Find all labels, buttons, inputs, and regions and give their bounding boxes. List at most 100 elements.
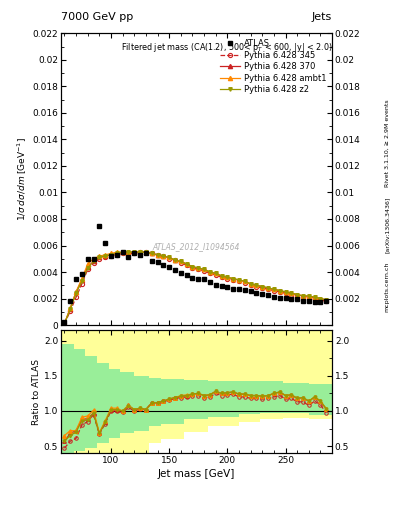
Pythia 6.428 ambt1 (143, 249, 148, 255)
Pythia 6.428 z2 (260, 284, 264, 290)
Pythia 6.428 ambt1 (103, 252, 108, 258)
Pythia 6.428 370 (108, 252, 113, 258)
ATLAS (272, 293, 276, 300)
Pythia 6.428 345 (248, 282, 253, 288)
Pythia 6.428 345 (114, 252, 119, 258)
Pythia 6.428 345 (208, 270, 212, 276)
ATLAS (307, 297, 311, 304)
Pythia 6.428 ambt1 (202, 266, 206, 272)
Pythia 6.428 370 (202, 266, 206, 272)
Pythia 6.428 ambt1 (283, 289, 288, 295)
Pythia 6.428 z2 (143, 249, 148, 255)
Pythia 6.428 z2 (277, 288, 282, 294)
Pythia 6.428 370 (184, 261, 189, 267)
Pythia 6.428 ambt1 (120, 249, 125, 255)
Pythia 6.428 z2 (178, 259, 183, 265)
Pythia 6.428 370 (196, 265, 200, 271)
Pythia 6.428 ambt1 (167, 254, 171, 261)
Pythia 6.428 ambt1 (132, 249, 137, 255)
Pythia 6.428 370 (167, 254, 171, 261)
ATLAS (208, 279, 212, 285)
Pythia 6.428 ambt1 (173, 257, 177, 263)
Pythia 6.428 345 (324, 298, 329, 304)
Pythia 6.428 345 (132, 250, 137, 257)
Pythia 6.428 ambt1 (68, 305, 73, 311)
ATLAS (324, 297, 329, 304)
ATLAS (91, 257, 96, 263)
Pythia 6.428 z2 (324, 297, 329, 303)
Pythia 6.428 z2 (155, 252, 160, 258)
Pythia 6.428 ambt1 (138, 249, 142, 255)
ATLAS (295, 296, 299, 302)
Pythia 6.428 370 (132, 249, 137, 255)
Text: Jets: Jets (312, 11, 332, 22)
Pythia 6.428 z2 (208, 269, 212, 275)
Pythia 6.428 ambt1 (97, 253, 102, 259)
Pythia 6.428 370 (295, 291, 299, 297)
ATLAS (277, 295, 282, 301)
ATLAS (231, 286, 235, 292)
Pythia 6.428 370 (190, 264, 195, 270)
Pythia 6.428 345 (108, 253, 113, 259)
Pythia 6.428 ambt1 (277, 288, 282, 294)
ATLAS (79, 271, 84, 277)
Pythia 6.428 345 (178, 260, 183, 266)
Pythia 6.428 z2 (295, 291, 299, 297)
Pythia 6.428 345 (242, 280, 247, 286)
Pythia 6.428 345 (283, 290, 288, 296)
Pythia 6.428 345 (190, 265, 195, 271)
Pythia 6.428 z2 (108, 252, 113, 258)
Pythia 6.428 345 (149, 250, 154, 257)
Pythia 6.428 ambt1 (178, 259, 183, 265)
ATLAS (173, 267, 177, 273)
ATLAS (260, 291, 264, 297)
Line: Pythia 6.428 ambt1: Pythia 6.428 ambt1 (62, 250, 328, 326)
Pythia 6.428 370 (126, 249, 131, 255)
Pythia 6.428 z2 (173, 257, 177, 263)
Pythia 6.428 345 (155, 252, 160, 258)
ATLAS (283, 295, 288, 301)
Pythia 6.428 ambt1 (190, 264, 195, 270)
Pythia 6.428 z2 (283, 289, 288, 295)
Pythia 6.428 370 (260, 284, 264, 290)
ATLAS (85, 257, 90, 263)
Pythia 6.428 345 (68, 308, 73, 314)
Text: Filtered jet mass (CA(1.2), 500< p$_{T}$ < 600, |y| < 2.0): Filtered jet mass (CA(1.2), 500< p$_{T}$… (121, 40, 332, 54)
Pythia 6.428 z2 (97, 254, 102, 261)
Pythia 6.428 z2 (202, 266, 206, 272)
Pythia 6.428 345 (254, 284, 259, 290)
ATLAS (126, 254, 131, 261)
Pythia 6.428 345 (312, 295, 317, 302)
Pythia 6.428 z2 (161, 253, 166, 259)
Pythia 6.428 370 (103, 253, 108, 259)
ATLAS (202, 276, 206, 283)
Pythia 6.428 ambt1 (237, 277, 241, 283)
ATLAS (225, 284, 230, 290)
Pythia 6.428 ambt1 (91, 255, 96, 262)
Pythia 6.428 370 (289, 290, 294, 296)
Pythia 6.428 ambt1 (213, 270, 218, 276)
ATLAS (62, 319, 67, 326)
Pythia 6.428 ambt1 (155, 252, 160, 258)
Pythia 6.428 ambt1 (324, 297, 329, 303)
Pythia 6.428 ambt1 (272, 286, 276, 292)
Pythia 6.428 z2 (312, 294, 317, 301)
Pythia 6.428 ambt1 (196, 265, 200, 271)
Pythia 6.428 370 (225, 274, 230, 281)
Line: Pythia 6.428 370: Pythia 6.428 370 (62, 250, 328, 326)
ATLAS (178, 270, 183, 276)
Pythia 6.428 345 (138, 249, 142, 255)
Pythia 6.428 z2 (126, 249, 131, 255)
Pythia 6.428 ambt1 (114, 249, 119, 255)
Pythia 6.428 345 (277, 289, 282, 295)
Pythia 6.428 z2 (231, 275, 235, 282)
Pythia 6.428 345 (79, 281, 84, 287)
Pythia 6.428 345 (318, 297, 323, 303)
Pythia 6.428 345 (266, 286, 270, 292)
Pythia 6.428 ambt1 (260, 284, 264, 290)
Pythia 6.428 345 (202, 268, 206, 274)
Pythia 6.428 z2 (254, 282, 259, 288)
Pythia 6.428 ambt1 (231, 275, 235, 282)
Pythia 6.428 370 (242, 279, 247, 285)
Pythia 6.428 z2 (242, 279, 247, 285)
